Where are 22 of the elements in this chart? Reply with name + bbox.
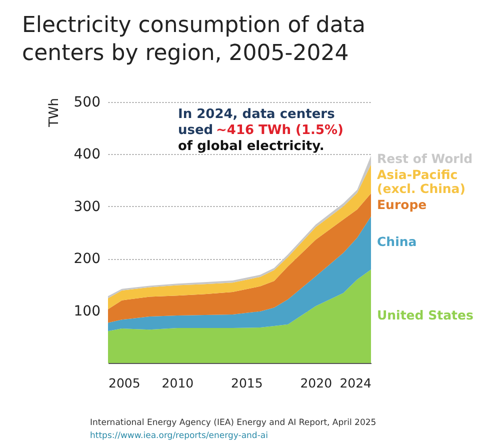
series-label: Asia-Pacific (excl. China) [377,167,466,196]
y-tick-label: 500 [74,94,100,110]
text: International Energy Agency (IEA) Energy and AI Report, April 2025 [90,418,376,428]
y-tick-label: 100 [74,303,100,320]
y-tick-label: 400 [74,146,100,163]
chart-title: Electricity consumption of data centers by region, 2005-2024 [22,13,366,66]
annotation: In 2024, data centers [178,107,336,122]
x-tick-label: 2015 [231,376,263,390]
text: https://www.iea.org/reports/energy-and-ai [90,431,268,441]
annotation: of global electricity. [178,139,324,154]
series-label: Europe [377,197,427,212]
y-tick-label: 200 [74,251,100,268]
annotation: used [178,123,214,138]
series-label: United States [377,307,474,322]
x-tick-label: 2020 [300,376,332,390]
x-tick-label: 2010 [162,376,194,390]
annotation: ~416 TWh (1.5%) [216,123,344,138]
x-tick-label: 2005 [108,376,140,390]
y-tick-label: 300 [74,198,100,215]
y-axis-title: TWh [47,98,62,128]
series-label: China [377,234,417,249]
x-tick-label: 2024 [340,376,372,390]
